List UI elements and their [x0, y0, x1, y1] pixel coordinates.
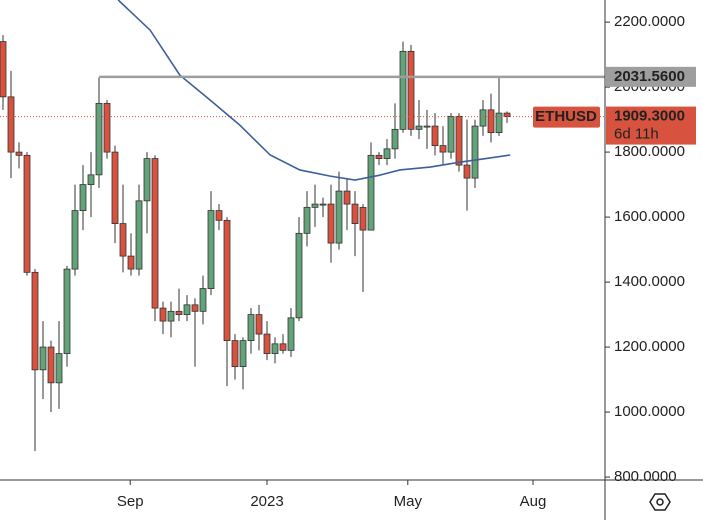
settings-hexagon[interactable]	[649, 493, 671, 511]
y-tick-label: 1200.0000	[614, 338, 685, 355]
candle-body	[15, 151, 23, 156]
settings-icon[interactable]	[649, 493, 671, 511]
y-tick-label: 800.0000	[614, 468, 677, 485]
countdown-label: 6d 11h	[614, 126, 659, 143]
candle-body	[383, 148, 391, 159]
candle-body	[503, 112, 511, 117]
candle-body	[71, 210, 79, 270]
symbol-label: ETHUSD	[535, 108, 597, 125]
candle-body	[47, 346, 55, 384]
candle-body	[319, 203, 327, 206]
y-tick-label: 2200.0000	[614, 13, 685, 30]
candle-body	[127, 255, 135, 270]
candle-body	[423, 125, 431, 128]
candle-body	[23, 154, 31, 273]
candle-body	[431, 125, 439, 146]
candle-body	[87, 174, 95, 185]
candle-body	[415, 125, 423, 130]
candle-body	[359, 206, 367, 231]
candle-body	[271, 343, 279, 354]
plot-area	[0, 0, 605, 452]
candle-body	[399, 50, 407, 130]
candle-body	[119, 223, 127, 257]
candle-body	[111, 151, 119, 224]
candle-body	[55, 353, 63, 384]
y-tick-label: 1800.0000	[614, 143, 685, 160]
candle-body	[143, 158, 151, 202]
candle-body	[183, 304, 191, 315]
candle-body	[231, 340, 239, 367]
settings-dot[interactable]	[656, 498, 664, 506]
level-label-box	[606, 66, 696, 87]
candle-body	[303, 206, 311, 234]
symbol-box	[533, 106, 600, 128]
candle-body	[255, 314, 263, 335]
y-tick-label: 1000.0000	[614, 403, 685, 420]
candle-body	[247, 314, 255, 341]
candle-body	[351, 203, 359, 224]
candle-body	[367, 154, 375, 231]
last-price-label: 1909.3000	[614, 108, 685, 125]
candle-body	[95, 102, 103, 176]
candle-body	[471, 125, 479, 179]
candle-body	[7, 96, 15, 153]
candle-body	[287, 317, 295, 351]
candle-body	[63, 268, 71, 354]
candle-body	[487, 109, 495, 133]
x-tick-label: 2023	[250, 493, 283, 510]
candle-body	[495, 112, 503, 133]
candle-body	[215, 210, 223, 221]
x-tick-label: Sep	[117, 493, 144, 510]
candle-body	[295, 232, 303, 319]
candle-body	[375, 154, 383, 159]
candle-body	[391, 128, 399, 150]
candle-body	[135, 200, 143, 270]
last-price-box	[606, 106, 696, 145]
y-tick-label: 1400.0000	[614, 273, 685, 290]
moving-average-line	[117, 0, 511, 181]
candle-body	[439, 145, 447, 153]
candle-body	[263, 333, 271, 354]
candle-body	[199, 288, 207, 312]
candle-body	[0, 41, 7, 98]
candle-body	[159, 307, 167, 322]
candle-body	[79, 184, 87, 211]
candle-body	[31, 271, 39, 371]
candle-body	[311, 203, 319, 208]
candle-body	[103, 102, 111, 153]
x-tick-label: May	[394, 493, 423, 510]
candle-body	[223, 219, 231, 341]
candle-body	[463, 164, 471, 179]
candle-body	[167, 310, 175, 322]
y-tick-label: 1600.0000	[614, 208, 685, 225]
candle-body	[327, 203, 335, 244]
candle-body	[151, 158, 159, 309]
candle-body	[191, 304, 199, 312]
x-tick-label: Aug	[520, 493, 547, 510]
candle-body	[207, 210, 215, 289]
candle-body	[343, 190, 351, 205]
candle-body	[279, 343, 287, 351]
candle-body	[455, 115, 463, 166]
candle-body	[239, 340, 247, 367]
candle-body	[175, 310, 183, 315]
candle-body	[335, 190, 343, 244]
candle-body	[447, 115, 455, 153]
candle-body	[39, 346, 47, 371]
candle-body	[479, 109, 487, 127]
candle-body	[407, 50, 415, 130]
level-label: 2031.5600	[614, 68, 685, 85]
